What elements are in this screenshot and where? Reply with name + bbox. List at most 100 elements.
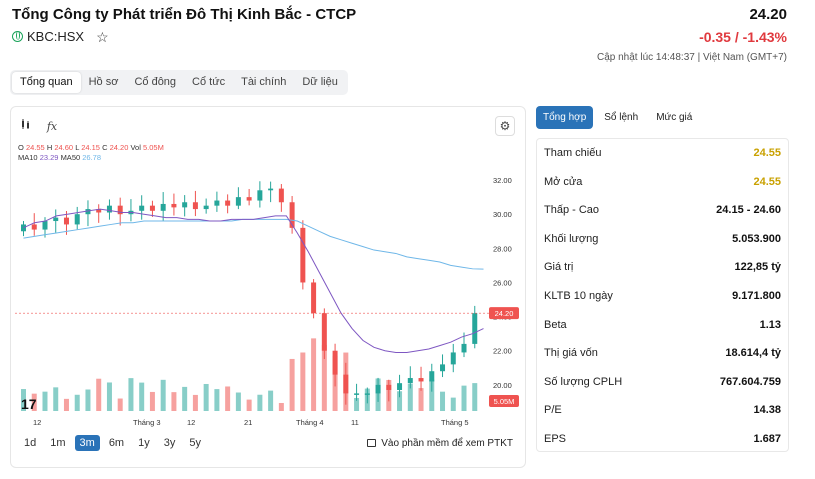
candle (63, 217, 69, 225)
price-change: -0.35 / -1.43% (699, 29, 787, 45)
volume-bar (418, 388, 424, 411)
volume-bar (74, 394, 80, 411)
volume-bar (128, 378, 134, 411)
range-1m[interactable]: 1m (50, 437, 66, 449)
volume-bar (117, 398, 123, 411)
stat-row: EPS 1.687 (544, 433, 781, 445)
volume-bar (235, 392, 241, 411)
y-tick-label: 20.00 (493, 381, 512, 390)
last-volume-label: 5.05M (494, 397, 515, 406)
tab-dividends[interactable]: Cổ tức (192, 76, 226, 88)
stat-row: Tham chiếu 24.55 (544, 147, 781, 159)
candle (450, 352, 456, 365)
y-tick-label: 30.00 (493, 210, 512, 219)
x-tick-label: Tháng 3 (133, 418, 161, 427)
volume-bar (203, 383, 209, 411)
volume-bar (139, 382, 145, 411)
volume-bar (311, 338, 317, 411)
last-volume-badge (489, 395, 519, 407)
candle (429, 371, 435, 382)
summary-tabs: Tổng hợp Sổ lệnh Mức giá (536, 106, 699, 129)
volume-bar (354, 397, 360, 411)
open-ta-software-link[interactable]: Vào phần mềm để xem PTKT (367, 438, 513, 449)
tab-data[interactable]: Dữ liệu (302, 76, 338, 88)
volume-bar (300, 352, 306, 411)
range-3y[interactable]: 3y (163, 437, 176, 449)
ma-legend: MA10 23.29 MA50 26.78 (18, 153, 102, 162)
y-tick-label: 22.00 (493, 347, 512, 356)
star-icon[interactable]: ☆ (96, 28, 109, 45)
volume-bar (106, 382, 112, 411)
x-tick-label: Tháng 5 (441, 418, 469, 427)
range-5y[interactable]: 5y (189, 437, 201, 449)
candle (257, 190, 263, 201)
volume-bar (63, 398, 69, 411)
volume-bar (268, 390, 274, 411)
candle (117, 205, 123, 215)
stat-row: P/E 14.38 (544, 404, 781, 417)
candle (289, 202, 295, 228)
candle (42, 221, 48, 230)
volume-bar (31, 393, 37, 411)
x-tick-label: 21 (244, 418, 252, 427)
range-3m[interactable]: 3m (74, 435, 100, 451)
x-tick-label: 12 (187, 418, 195, 427)
range-1d[interactable]: 1d (24, 437, 37, 449)
stats-panel: Tham chiếu 24.55 Mở cửa 24.55 Thấp - Cao 24… (536, 138, 789, 452)
last-price-label: 24.20 (495, 309, 514, 318)
tab-price-levels[interactable]: Mức giá (656, 112, 693, 123)
candle (407, 378, 413, 384)
stat-row: Giá trị 122,85 tỷ (544, 261, 781, 274)
volume-bar (149, 391, 155, 411)
tab-order-book[interactable]: Sổ lệnh (604, 112, 639, 123)
y-tick-label: 32.00 (493, 176, 512, 185)
volume-bar (450, 397, 456, 411)
candle (246, 197, 252, 201)
candle (311, 282, 317, 314)
volume-bar (289, 358, 295, 411)
candle (203, 205, 209, 210)
tab-shareholders[interactable]: Cổ đông (134, 76, 177, 88)
candle (278, 188, 284, 203)
stat-row: Thị giá vốn 18.614,4 tỷ (544, 347, 781, 360)
volume-bar (96, 378, 102, 411)
globe-icon (12, 31, 23, 42)
volume-bar (407, 383, 413, 411)
candle (397, 383, 403, 390)
volume-bar (160, 379, 166, 411)
tab-summary[interactable]: Tổng hợp (536, 106, 594, 129)
volume-bar (246, 399, 252, 411)
candle (31, 224, 37, 230)
candle (192, 202, 198, 210)
candle (85, 209, 91, 215)
volume-bar (332, 355, 338, 411)
stat-row: Mở cửa 24.55 (544, 175, 781, 188)
volume-bar (461, 385, 467, 411)
volume-bar (364, 388, 370, 411)
candle (214, 200, 220, 206)
x-tick-label: Tháng 4 (296, 418, 324, 427)
candlestick-chart[interactable]: 32.0030.0028.0026.0024.0022.0020.0024.20… (11, 107, 527, 437)
volume-bar (85, 389, 91, 411)
volume-bar (278, 402, 284, 411)
candle (160, 203, 166, 211)
x-tick-label: 11 (351, 418, 359, 427)
candle (149, 205, 155, 211)
range-6m[interactable]: 6m (108, 437, 125, 449)
candle (300, 227, 306, 283)
stat-row: Khối lượng 5.053.900 (544, 232, 781, 245)
candlestick-type-icon[interactable] (17, 118, 35, 136)
y-tick-label: 28.00 (493, 244, 512, 253)
tab-profile[interactable]: Hồ sơ (88, 76, 119, 88)
range-1y[interactable]: 1y (138, 437, 150, 449)
tab-financials[interactable]: Tài chính (241, 76, 287, 88)
candle (268, 188, 274, 191)
ticker-row: KBC:HSX ☆ (12, 29, 109, 44)
volume-bar (171, 392, 177, 411)
volume-bar (21, 389, 26, 411)
tab-overview[interactable]: Tổng quan (12, 72, 81, 93)
volume-bar (192, 394, 198, 411)
company-title: Tổng Công ty Phát triển Đô Thị Kinh Bắc … (12, 6, 357, 23)
indicator-fx-icon[interactable]: fx (46, 120, 58, 133)
chart-settings-gear-icon[interactable]: ⚙ (495, 116, 515, 136)
